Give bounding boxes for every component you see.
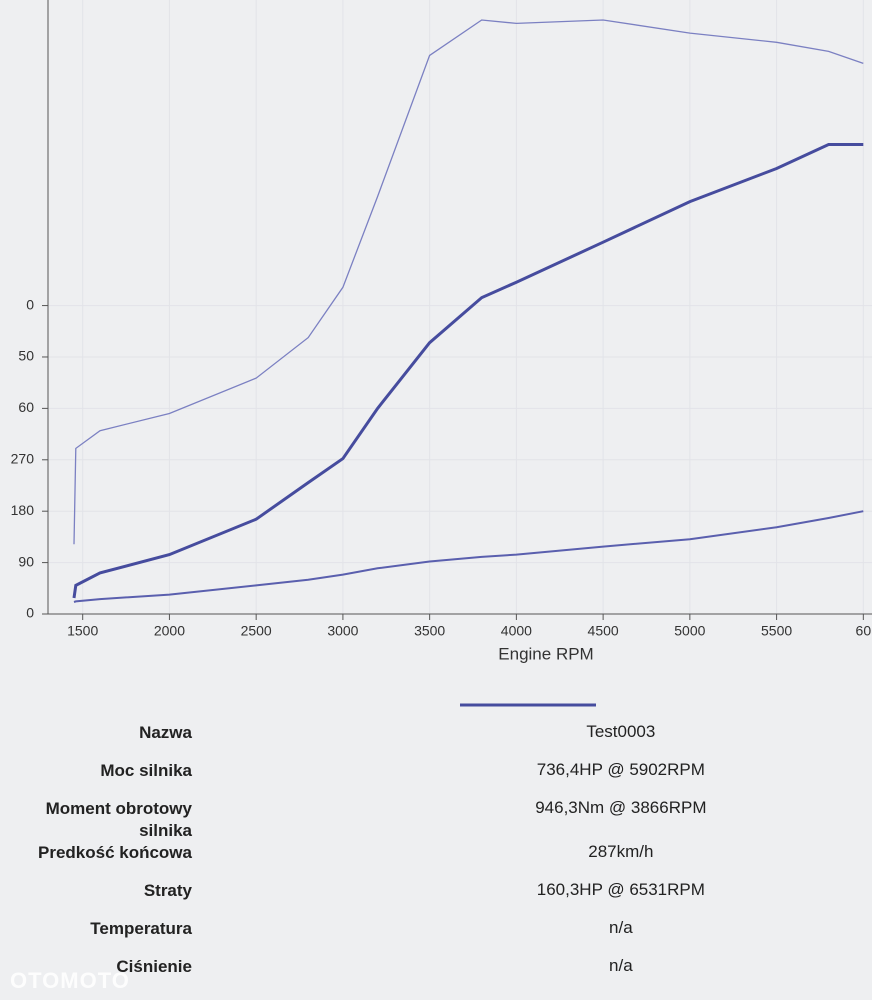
x-tick-label: 2500 xyxy=(241,623,272,639)
x-tick-label: 4000 xyxy=(501,623,532,639)
y-tick-label: 60 xyxy=(18,399,34,415)
table-row: Nazwa Test0003 xyxy=(0,722,872,760)
y-tick-label: 270 xyxy=(11,450,35,466)
row-value: n/a xyxy=(609,956,633,975)
y-tick-label: 50 xyxy=(18,348,34,364)
row-label-text: Straty xyxy=(143,881,192,900)
y-tick-label: 0 xyxy=(26,296,34,312)
table-row: Moment obrotowy silnika 946,3Nm @ 3866RPM xyxy=(0,798,872,842)
table-row: Ciśnienie n/a xyxy=(0,956,872,994)
row-value: n/a xyxy=(609,918,633,937)
x-tick-label: 5500 xyxy=(761,623,792,639)
row-label-text: Predkość końcowa xyxy=(37,843,192,862)
results-table: Nazwa Test0003 Moc silnika 736,4HP @ 5902RP… xyxy=(0,722,872,994)
y-tick-label: 0 xyxy=(26,605,34,621)
row-label-text: Ciśnienie xyxy=(116,957,192,976)
row-value: 736,4HP @ 5902RPM xyxy=(536,760,705,779)
row-label: Moc silnika xyxy=(0,760,220,798)
x-axis-label: Engine RPM xyxy=(498,644,593,663)
row-label-text: Nazwa xyxy=(139,723,192,742)
table-row: Straty 160,3HP @ 6531RPM xyxy=(0,880,872,918)
y-tick-label: 90 xyxy=(18,553,34,569)
row-value: Test0003 xyxy=(586,722,656,741)
x-tick-label: 60 xyxy=(856,623,872,639)
row-label: Ciśnienie xyxy=(0,956,220,994)
table-row: Moc silnika 736,4HP @ 5902RPM xyxy=(0,760,872,798)
table-row: Temperatura n/a xyxy=(0,918,872,956)
row-value: 946,3Nm @ 3866RPM xyxy=(535,798,707,817)
row-label: Straty xyxy=(0,880,220,918)
y-tick-label: 180 xyxy=(11,502,35,518)
x-tick-label: 2000 xyxy=(154,623,185,639)
row-label-text: Moment obrotowy silnika xyxy=(45,799,192,840)
table-row: Predkość końcowa 287km/h xyxy=(0,842,872,880)
row-label: Moment obrotowy silnika xyxy=(0,798,220,842)
line-series xyxy=(72,143,864,599)
watermark: OTOMOTO xyxy=(10,968,130,993)
x-tick-label: 3000 xyxy=(327,623,358,639)
row-label: Nazwa xyxy=(0,722,220,760)
x-tick-label: 1500 xyxy=(67,623,98,639)
row-label-text: Temperatura xyxy=(90,919,192,938)
row-value: 160,3HP @ 6531RPM xyxy=(536,880,705,899)
x-tick-label: 4500 xyxy=(588,623,619,639)
row-label: Predkość końcowa xyxy=(0,842,220,880)
chart: Engine RPM 0 90 180 270 60 50 0 1500 2000 2500 300… xyxy=(11,0,872,707)
line-series xyxy=(73,19,864,545)
x-tick-label: 5000 xyxy=(674,623,705,639)
row-label: Temperatura xyxy=(0,918,220,956)
x-tick-label: 3500 xyxy=(414,623,445,639)
line-series xyxy=(73,510,864,603)
row-label-text: Moc silnika xyxy=(100,761,192,780)
row-value: 287km/h xyxy=(588,842,654,861)
